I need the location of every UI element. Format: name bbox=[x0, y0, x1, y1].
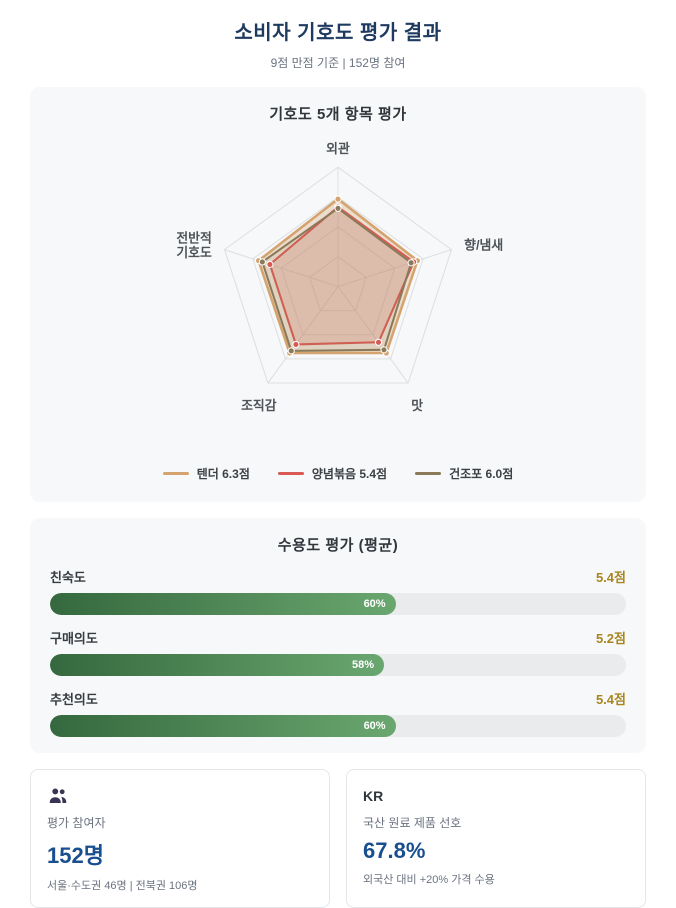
participants-value: 152명 bbox=[47, 843, 104, 869]
domestic-preference-card: KR 국산 원료 제품 선호 67.8% 외국산 대비 +20% 가격 수용 bbox=[346, 769, 646, 908]
acceptance-card-title: 수용도 평가 (평균) bbox=[277, 537, 399, 555]
bar-score-recommend: 5.4점 bbox=[595, 692, 626, 708]
page-subtitle: 9점 만점 기준 | 152명 참여 bbox=[270, 56, 406, 70]
radar-legend: 텐더 6.3점 양념볶음 5.4점 건조포 6.0점 bbox=[50, 465, 626, 486]
people-icon bbox=[49, 788, 67, 804]
kr-badge: KR bbox=[363, 788, 384, 805]
stat-cards: 평가 참여자 152명 서울·수도권 46명 | 전북권 106명 KR 국산 … bbox=[30, 769, 646, 908]
participants-label: 평가 참여자 bbox=[47, 816, 106, 831]
progress-fill-purchase: 58% bbox=[50, 654, 385, 677]
acceptance-card: 수용도 평가 (평균) 친숙도 5.4점 60% 구매의도 5.2점 58% bbox=[30, 518, 646, 754]
acceptance-row-familiarity: 친숙도 5.4점 60% bbox=[50, 567, 626, 616]
progress-fill-familiarity: 60% bbox=[50, 593, 396, 616]
svg-text:조직감: 조직감 bbox=[241, 398, 277, 413]
domestic-preference-value: 67.8% bbox=[363, 838, 426, 864]
legend-item-seasoned[interactable]: 양념볶음 5.4점 bbox=[277, 465, 388, 482]
progress-bar-purchase: 58% bbox=[50, 654, 626, 677]
legend-label-dried: 건조포 6.0점 bbox=[449, 467, 514, 482]
legend-marker-tender-icon bbox=[162, 472, 189, 476]
legend-marker-dried-icon bbox=[415, 472, 442, 476]
progress-bar-familiarity: 60% bbox=[50, 593, 626, 616]
bar-label-familiarity: 친숙도 bbox=[50, 570, 86, 586]
bar-label-purchase: 구매의도 bbox=[50, 631, 98, 647]
progress-percent-recommend: 60% bbox=[363, 720, 386, 733]
progress-percent-purchase: 58% bbox=[352, 659, 375, 672]
bar-score-purchase: 5.2점 bbox=[595, 631, 626, 647]
progress-fill-recommend: 60% bbox=[50, 715, 396, 738]
legend-label-seasoned: 양념볶음 5.4점 bbox=[311, 467, 388, 482]
legend-label-tender: 텐더 6.3점 bbox=[196, 467, 250, 482]
legend-marker-seasoned-icon bbox=[277, 472, 304, 476]
domestic-preference-detail: 외국산 대비 +20% 가격 수용 bbox=[363, 874, 495, 887]
svg-text:향/냄새: 향/냄새 bbox=[464, 238, 503, 253]
legend-item-dried[interactable]: 건조포 6.0점 bbox=[415, 465, 513, 482]
svg-text:맛: 맛 bbox=[411, 398, 423, 413]
page-title: 소비자 기호도 평가 결과 bbox=[234, 22, 442, 44]
bar-label-recommend: 추천의도 bbox=[50, 692, 98, 708]
page-header: 소비자 기호도 평가 결과 9점 만점 기준 | 152명 참여 bbox=[30, 16, 646, 71]
domestic-preference-label: 국산 원료 제품 선호 bbox=[363, 816, 462, 831]
radar-card-title: 기호도 5개 항목 평가 bbox=[269, 106, 407, 123]
progress-bar-recommend: 60% bbox=[50, 715, 626, 738]
radar-chart: 외관향/냄새맛 조직감 전반적 기호도 bbox=[176, 141, 503, 413]
legend-item-tender[interactable]: 텐더 6.3점 bbox=[162, 465, 250, 482]
bar-score-familiarity: 5.4점 bbox=[595, 570, 626, 586]
participants-detail: 서울·수도권 46명 | 전북권 106명 bbox=[47, 880, 198, 893]
acceptance-row-recommend: 추천의도 5.4점 60% bbox=[50, 689, 626, 738]
svg-text:외관: 외관 bbox=[326, 141, 350, 156]
participants-card: 평가 참여자 152명 서울·수도권 46명 | 전북권 106명 bbox=[30, 769, 330, 908]
acceptance-row-purchase: 구매의도 5.2점 58% bbox=[50, 628, 626, 677]
progress-percent-familiarity: 60% bbox=[363, 598, 386, 611]
